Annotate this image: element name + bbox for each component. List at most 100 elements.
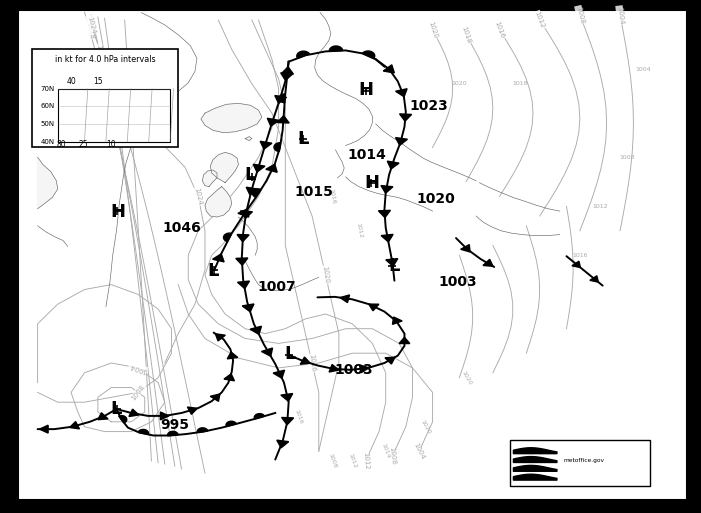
Text: 1015: 1015 (294, 185, 333, 199)
Polygon shape (282, 418, 294, 425)
Text: 1004: 1004 (636, 67, 651, 71)
Text: 1024: 1024 (193, 187, 203, 206)
Text: 40: 40 (66, 77, 76, 86)
Polygon shape (362, 51, 375, 58)
Polygon shape (590, 276, 599, 282)
Polygon shape (383, 65, 395, 73)
Polygon shape (572, 261, 580, 268)
Text: 40N: 40N (40, 139, 55, 145)
Text: L: L (110, 400, 121, 418)
Polygon shape (161, 412, 169, 420)
Text: L: L (244, 166, 255, 184)
Text: L: L (285, 345, 296, 363)
Polygon shape (381, 186, 393, 193)
Polygon shape (224, 233, 231, 242)
Polygon shape (297, 51, 309, 58)
Text: 1044: 1044 (128, 116, 135, 134)
Text: 1038: 1038 (101, 48, 109, 66)
Text: 1012: 1012 (592, 204, 608, 209)
Polygon shape (329, 365, 339, 372)
Text: 1016: 1016 (494, 21, 505, 40)
Text: 1003: 1003 (438, 275, 477, 289)
Polygon shape (212, 254, 224, 262)
Text: 1016: 1016 (328, 188, 336, 205)
Polygon shape (168, 431, 178, 436)
Text: 1040: 1040 (107, 50, 114, 68)
Polygon shape (393, 317, 402, 324)
Polygon shape (246, 187, 258, 195)
Text: 1023: 1023 (410, 99, 449, 113)
Polygon shape (201, 103, 262, 133)
Polygon shape (205, 187, 232, 217)
Text: 1020: 1020 (427, 21, 438, 40)
Text: 1008: 1008 (130, 383, 146, 401)
Text: H: H (358, 81, 373, 98)
Text: L: L (298, 130, 309, 148)
Polygon shape (395, 89, 407, 97)
Polygon shape (236, 258, 248, 265)
Polygon shape (98, 413, 108, 420)
Polygon shape (243, 304, 254, 312)
Polygon shape (203, 170, 217, 187)
Polygon shape (245, 136, 252, 141)
Polygon shape (252, 189, 261, 198)
Text: 1012: 1012 (355, 223, 362, 239)
Text: 995: 995 (160, 418, 189, 432)
Polygon shape (197, 428, 208, 432)
Polygon shape (250, 326, 261, 334)
Text: 1008: 1008 (327, 453, 337, 469)
Text: 1012: 1012 (347, 453, 358, 469)
Text: 1028: 1028 (85, 21, 94, 40)
Polygon shape (300, 357, 311, 364)
Text: 1020: 1020 (416, 192, 455, 206)
Polygon shape (238, 209, 249, 217)
Polygon shape (277, 440, 289, 448)
Text: 1012: 1012 (362, 452, 369, 470)
Polygon shape (224, 374, 234, 381)
Text: 1018: 1018 (461, 25, 472, 44)
Polygon shape (275, 95, 287, 103)
Polygon shape (187, 407, 198, 415)
Polygon shape (118, 416, 127, 423)
Text: 1012: 1012 (533, 11, 545, 29)
Polygon shape (226, 421, 236, 426)
Polygon shape (395, 137, 407, 145)
Text: 1046: 1046 (162, 221, 201, 235)
Text: 60N: 60N (40, 103, 55, 109)
Text: 1008: 1008 (619, 155, 634, 160)
Polygon shape (400, 114, 411, 121)
Text: 70N: 70N (40, 86, 55, 92)
Polygon shape (274, 143, 280, 151)
Polygon shape (38, 157, 57, 209)
Polygon shape (237, 234, 249, 242)
Text: 1004: 1004 (128, 362, 147, 373)
Polygon shape (210, 394, 220, 401)
Polygon shape (39, 425, 48, 433)
Polygon shape (238, 281, 250, 289)
Polygon shape (277, 116, 290, 123)
Text: 1014: 1014 (348, 148, 386, 162)
Text: 1008: 1008 (575, 6, 585, 25)
Text: 1032: 1032 (95, 44, 104, 63)
Polygon shape (379, 210, 390, 218)
Polygon shape (254, 413, 264, 419)
Bar (32, 49, 178, 147)
Text: 1008: 1008 (388, 447, 397, 465)
Text: 1007: 1007 (257, 280, 296, 294)
Polygon shape (266, 164, 277, 172)
Text: 1016: 1016 (294, 409, 304, 425)
Text: 15: 15 (93, 77, 102, 86)
Text: L: L (207, 262, 219, 280)
Polygon shape (280, 73, 292, 81)
Text: 1020: 1020 (451, 81, 467, 86)
Polygon shape (267, 118, 279, 126)
Polygon shape (340, 295, 350, 303)
Polygon shape (129, 409, 139, 417)
Text: H: H (111, 203, 125, 221)
Polygon shape (360, 365, 369, 372)
Polygon shape (281, 67, 294, 74)
Text: metoffice.gov: metoffice.gov (563, 458, 604, 463)
Polygon shape (386, 259, 397, 266)
Bar (510, 440, 650, 486)
Text: 80: 80 (56, 141, 66, 149)
